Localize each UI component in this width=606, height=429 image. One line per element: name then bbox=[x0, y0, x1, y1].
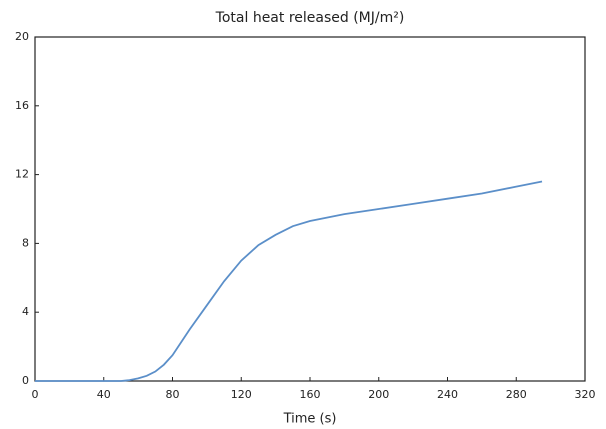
x-tick-label: 280 bbox=[506, 388, 527, 401]
y-tick-label: 8 bbox=[22, 236, 29, 249]
x-tick-label: 240 bbox=[437, 388, 458, 401]
y-tick-label: 0 bbox=[22, 374, 29, 387]
x-tick-label: 320 bbox=[575, 388, 596, 401]
y-tick-label: 16 bbox=[15, 99, 29, 112]
x-axis-label: Time (s) bbox=[283, 412, 337, 427]
plot-frame bbox=[34, 36, 586, 382]
data-line bbox=[35, 180, 543, 382]
y-tick-label: 4 bbox=[22, 305, 29, 318]
y-tick-label: 12 bbox=[15, 168, 29, 181]
x-tick-label: 80 bbox=[166, 388, 180, 401]
x-tick-label: 40 bbox=[97, 388, 111, 401]
x-tick-label: 160 bbox=[300, 388, 321, 401]
chart-title: Total heat released (MJ/m²) bbox=[215, 10, 405, 26]
x-tick-label: 120 bbox=[231, 388, 252, 401]
x-tick-label: 200 bbox=[368, 388, 389, 401]
x-tick-label: 0 bbox=[32, 388, 39, 401]
y-tick-label: 20 bbox=[15, 30, 29, 43]
